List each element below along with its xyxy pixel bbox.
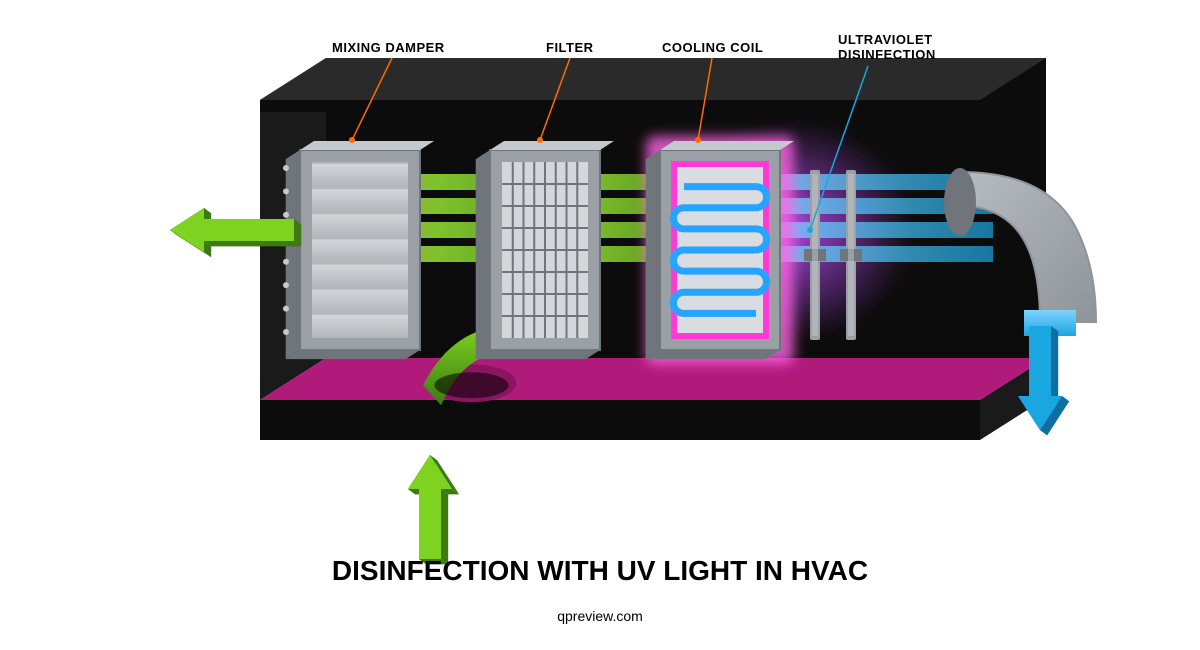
credit-text: qpreview.com bbox=[0, 608, 1200, 624]
main-title: DISINFECTION WITH UV LIGHT IN HVAC bbox=[0, 555, 1200, 587]
diagram-svg bbox=[0, 0, 1200, 650]
label-cooling-coil: COOLING COIL bbox=[662, 40, 763, 55]
label-mixing-damper: MIXING DAMPER bbox=[332, 40, 445, 55]
diagram-stage: DISINFECTION WITH UV LIGHT IN HVAC qprev… bbox=[0, 0, 1200, 650]
label-uv: ULTRAVIOLET DISINFECTION bbox=[838, 32, 936, 62]
label-filter: FILTER bbox=[546, 40, 594, 55]
